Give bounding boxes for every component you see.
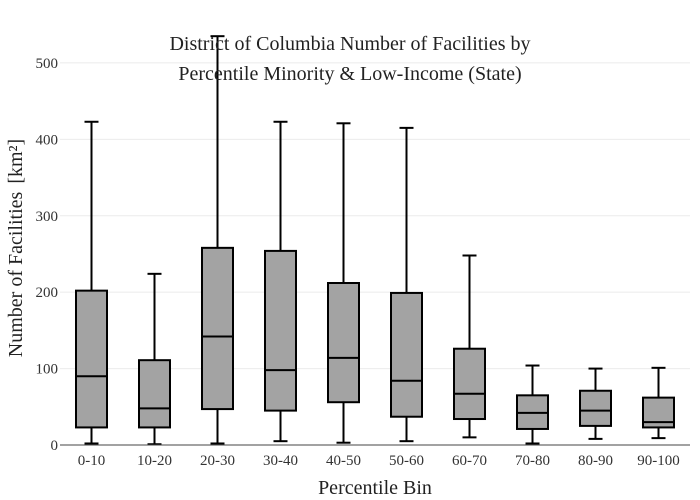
box-0-10 bbox=[75, 120, 108, 445]
iqr-box bbox=[264, 249, 297, 412]
y-axis-title-text: Number of Facilities bbox=[5, 191, 27, 357]
x-tick-label: 10-20 bbox=[137, 453, 172, 469]
box-20-30 bbox=[201, 35, 234, 445]
y-tick-label: 100 bbox=[36, 362, 59, 378]
box-60-70 bbox=[453, 254, 486, 439]
x-tick-label: 20-30 bbox=[200, 453, 235, 469]
x-axis-title: Percentile Bin bbox=[318, 477, 432, 499]
x-tick-label: 0-10 bbox=[78, 453, 106, 469]
y-axis-ticks: 0 100 200 300 400 500 bbox=[36, 56, 59, 454]
iqr-box bbox=[390, 291, 423, 418]
iqr-box bbox=[75, 289, 108, 429]
y-axis-title: Number of Facilities [km²] bbox=[5, 139, 27, 357]
x-tick-label: 60-70 bbox=[452, 453, 487, 469]
gridlines bbox=[60, 62, 690, 370]
chart-title-line-1: District of Columbia Number of Facilitie… bbox=[169, 33, 530, 55]
y-tick-label: 300 bbox=[36, 209, 59, 225]
chart-title-line-2: Percentile Minority & Low-Income (State) bbox=[178, 63, 521, 85]
box-50-60 bbox=[390, 126, 423, 443]
box-30-40 bbox=[264, 120, 297, 443]
box-90-100 bbox=[642, 366, 675, 440]
x-tick-label: 30-40 bbox=[263, 453, 298, 469]
iqr-box bbox=[201, 246, 234, 411]
iqr-box bbox=[453, 347, 486, 421]
iqr-box bbox=[327, 282, 360, 404]
iqr-box bbox=[579, 389, 612, 427]
y-axis-title-unit: [km²] bbox=[5, 139, 27, 184]
box-70-80 bbox=[516, 364, 549, 445]
x-tick-label: 90-100 bbox=[637, 453, 680, 469]
x-axis-ticks: 0-10 10-20 20-30 30-40 40-50 50-60 60-70 70-80 8… bbox=[78, 453, 680, 469]
x-tick-label: 70-80 bbox=[515, 453, 550, 469]
box-80-90 bbox=[579, 367, 612, 440]
box-40-50 bbox=[327, 122, 360, 444]
x-tick-label: 50-60 bbox=[389, 453, 424, 469]
x-tick-label: 80-90 bbox=[578, 453, 613, 469]
iqr-box bbox=[138, 359, 171, 429]
y-tick-label: 200 bbox=[36, 285, 59, 301]
x-tick-label: 40-50 bbox=[326, 453, 361, 469]
y-tick-label: 0 bbox=[51, 438, 59, 454]
y-tick-label: 500 bbox=[36, 56, 59, 72]
box-10-20 bbox=[138, 272, 171, 446]
boxes bbox=[75, 35, 675, 446]
y-tick-label: 400 bbox=[36, 132, 59, 148]
